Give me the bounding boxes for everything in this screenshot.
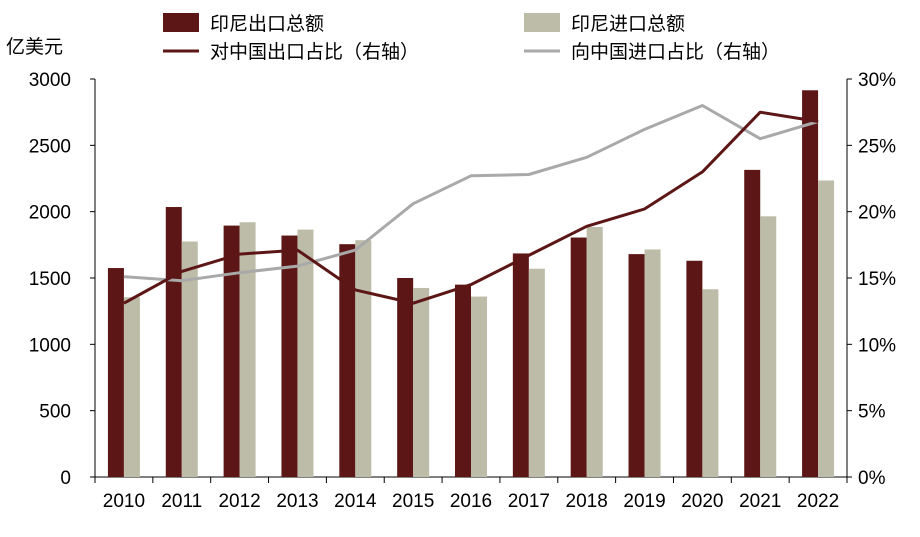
- x-tick-label: 2022: [797, 491, 839, 512]
- legend-label-export: 印尼出口总额: [210, 13, 324, 35]
- x-tick-label: 2017: [508, 491, 550, 512]
- bar-export: [223, 225, 240, 477]
- y-right-tick-label: 25%: [858, 136, 896, 157]
- line-import-share: [123, 104, 819, 283]
- x-tick-label: 2010: [103, 491, 145, 512]
- bar-export: [744, 169, 761, 478]
- y-left-tick-label: 2500: [29, 136, 71, 157]
- x-tick-label: 2012: [218, 491, 260, 512]
- legend-swatch-export: [163, 13, 199, 32]
- x-tick-label: 2015: [392, 491, 434, 512]
- x-tick-label: 2016: [450, 491, 492, 512]
- bar-import: [818, 180, 835, 478]
- legend-label-import-share: 向中国进口占比（右轴）: [571, 41, 780, 63]
- y-right-tick-label: 10%: [858, 335, 896, 356]
- line-export-share: [123, 110, 819, 305]
- bar-export: [455, 284, 471, 477]
- x-tick-label: 2014: [334, 491, 377, 512]
- bar-export: [281, 235, 298, 477]
- bar-export: [628, 254, 645, 477]
- x-tick-label: 2020: [681, 491, 723, 512]
- y-left-tick-label: 2000: [29, 203, 71, 224]
- bar-export: [512, 253, 529, 477]
- legend-label-import: 印尼进口总额: [571, 13, 685, 35]
- bar-export: [570, 237, 587, 477]
- x-tick-label: 2013: [276, 491, 318, 512]
- plot-area: 0 500 1000 1500 2000 2500 3000 0% 5% 10% 15% 20% 25%…: [29, 70, 896, 512]
- bar-import: [528, 268, 545, 477]
- y-right-tick-label: 20%: [858, 203, 896, 224]
- y-left-tick-label: 1500: [29, 269, 71, 290]
- bar-import: [586, 226, 603, 477]
- bar-import: [297, 229, 314, 477]
- y-left-tick-label: 1000: [29, 335, 71, 356]
- bar-import: [123, 297, 140, 477]
- bar-export: [339, 244, 356, 477]
- legend-label-export-share: 对中国出口占比（右轴）: [210, 41, 419, 63]
- left-axis-unit-label: 亿美元: [6, 36, 63, 58]
- bar-import: [471, 296, 487, 477]
- legend-swatch-import: [524, 13, 560, 32]
- bar-export: [802, 90, 819, 477]
- bar-import: [413, 287, 430, 477]
- bar-export: [107, 268, 124, 477]
- legend: 印尼出口总额 印尼进口总额 对中国出口占比（右轴） 向中国进口占比（右轴）: [163, 13, 780, 63]
- y-right-tick-label: 30%: [858, 70, 896, 91]
- y-right-tick-label: 15%: [858, 269, 896, 290]
- y-left-tick-label: 3000: [29, 70, 71, 91]
- y-right-tick-label: 0%: [858, 468, 886, 489]
- bar-export: [397, 278, 414, 477]
- x-tick-label: 2011: [161, 491, 202, 512]
- bar-import: [239, 222, 256, 477]
- bar-import: [355, 240, 372, 477]
- bar-export: [686, 260, 703, 477]
- x-tick-label: 2018: [566, 491, 608, 512]
- bar-import: [644, 249, 661, 477]
- bar-import: [760, 216, 777, 477]
- bar-import: [181, 241, 198, 477]
- x-tick-label: 2019: [623, 491, 665, 512]
- x-tick-label: 2021: [739, 491, 781, 512]
- bar-import: [702, 289, 719, 477]
- y-left-tick-label: 0: [60, 468, 71, 489]
- y-right-tick-label: 5%: [858, 402, 886, 423]
- y-left-tick-label: 500: [39, 402, 71, 423]
- bar-export: [165, 207, 182, 478]
